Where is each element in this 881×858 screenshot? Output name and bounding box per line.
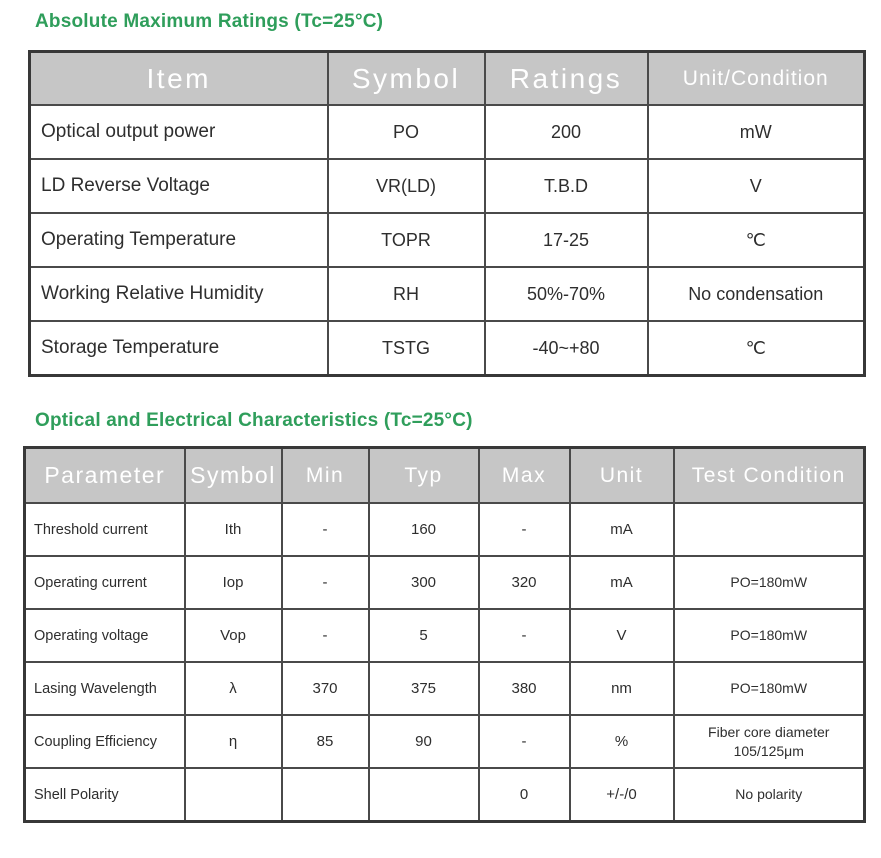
table-row: Operating current Iop -300 320 mA PO=180mW: [23, 555, 866, 610]
cell-min-operating-current: -: [280, 555, 370, 610]
column-header-unit: Unit: [568, 446, 675, 504]
cell-unit-condition-working-relative-humidity: No condensation: [646, 266, 866, 322]
cell-typ-operating-current: 300: [367, 555, 480, 610]
absolute-maximum-ratings-table: Item Symbol Ratings Unit/Condition Optical o…: [28, 50, 866, 377]
header-row: Parameter Symbol Min Typ Max Unit Test Conditi…: [23, 446, 866, 504]
cell-item-working-relative-humidity: Working Relative Humidity: [28, 266, 329, 322]
cell-test-condition-operating-current: PO=180mW: [672, 555, 866, 610]
cell-ratings-ld-reverse-voltage: T.B.D: [483, 158, 649, 214]
cell-max-threshold-current: -: [477, 502, 571, 557]
cell-parameter-threshold-current: Threshold current: [23, 502, 186, 557]
table-row: Storage Temperature TSTG -40~+80 ℃: [28, 320, 866, 377]
cell-ratings-working-relative-humidity: 50%-70%: [483, 266, 649, 322]
cell-typ-shell-polarity: [367, 767, 480, 823]
cell-max-coupling-efficiency: -: [477, 714, 571, 769]
cell-parameter-operating-current: Operating current: [23, 555, 186, 610]
table-row: Coupling Efficiency η 85 90-% Fiber core dia…: [23, 714, 866, 769]
cell-max-lasing-wavelength: 380: [477, 661, 571, 716]
cell-symbol-shell-polarity: [183, 767, 283, 823]
table-row: Lasing Wavelength λ 370 375 380 nm PO=180mW: [23, 661, 866, 716]
cell-typ-operating-voltage: 5: [367, 608, 480, 663]
column-header-ratings: Ratings: [483, 50, 649, 106]
table-row: Shell Polarity 0 +/-/0 No polarity: [23, 767, 866, 823]
cell-symbol-optical-output-power: PO: [326, 104, 486, 160]
column-header-test-condition: Test Condition: [672, 446, 866, 504]
cell-typ-coupling-efficiency: 90: [367, 714, 480, 769]
cell-max-operating-current: 320: [477, 555, 571, 610]
cell-min-threshold-current: -: [280, 502, 370, 557]
cell-symbol-operating-current: Iop: [183, 555, 283, 610]
cell-symbol-operating-temperature: TOPR: [326, 212, 486, 268]
cell-ratings-optical-output-power: 200: [483, 104, 649, 160]
cell-unit-condition-optical-output-power: mW: [646, 104, 866, 160]
cell-test-condition-coupling-efficiency: Fiber core diameter 105/125μm: [672, 714, 866, 769]
header-row: Item Symbol Ratings Unit/Condition: [28, 50, 866, 106]
table-row: Threshold current Ith -160- mA: [23, 502, 866, 557]
optical-electrical-characteristics-title: Optical and Electrical Characteristics (…: [35, 410, 473, 431]
cell-test-condition-lasing-wavelength: PO=180mW: [672, 661, 866, 716]
cell-symbol-coupling-efficiency: η: [183, 714, 283, 769]
table-row: Operating Temperature TOPR 17-25 ℃: [28, 212, 866, 268]
cell-unit-operating-current: mA: [568, 555, 675, 610]
cell-unit-shell-polarity: +/-/0: [568, 767, 675, 823]
cell-max-operating-voltage: -: [477, 608, 571, 663]
column-header-unit-condition: Unit/Condition: [646, 50, 866, 106]
cell-min-coupling-efficiency: 85: [280, 714, 370, 769]
cell-min-shell-polarity: [280, 767, 370, 823]
cell-parameter-coupling-efficiency: Coupling Efficiency: [23, 714, 186, 769]
cell-item-optical-output-power: Optical output power: [28, 104, 329, 160]
column-header-typ: Typ: [367, 446, 480, 504]
cell-parameter-operating-voltage: Operating voltage: [23, 608, 186, 663]
table-row: Working Relative Humidity RH 50%-70% No con…: [28, 266, 866, 322]
cell-typ-threshold-current: 160: [367, 502, 480, 557]
cell-unit-condition-operating-temperature: ℃: [646, 212, 866, 268]
cell-ratings-operating-temperature: 17-25: [483, 212, 649, 268]
cell-symbol-operating-voltage: Vop: [183, 608, 283, 663]
cell-unit-operating-voltage: V: [568, 608, 675, 663]
column-header-parameter: Parameter: [23, 446, 186, 504]
cell-symbol-storage-temperature: TSTG: [326, 320, 486, 377]
cell-unit-coupling-efficiency: %: [568, 714, 675, 769]
cell-symbol-lasing-wavelength: λ: [183, 661, 283, 716]
cell-ratings-storage-temperature: -40~+80: [483, 320, 649, 377]
cell-item-ld-reverse-voltage: LD Reverse Voltage: [28, 158, 329, 214]
cell-unit-threshold-current: mA: [568, 502, 675, 557]
cell-unit-condition-ld-reverse-voltage: V: [646, 158, 866, 214]
table-row: LD Reverse Voltage VR(LD) T.B.D V: [28, 158, 866, 214]
column-header-symbol: Symbol: [183, 446, 283, 504]
cell-item-storage-temperature: Storage Temperature: [28, 320, 329, 377]
cell-min-operating-voltage: -: [280, 608, 370, 663]
absolute-maximum-ratings-title: Absolute Maximum Ratings (Tc=25°C): [35, 11, 384, 32]
table-row: Operating voltage Vop -5- V PO=180mW: [23, 608, 866, 663]
cell-typ-lasing-wavelength: 375: [367, 661, 480, 716]
column-header-symbol: Symbol: [326, 50, 486, 106]
column-header-min: Min: [280, 446, 370, 504]
cell-parameter-shell-polarity: Shell Polarity: [23, 767, 186, 823]
optical-electrical-characteristics-table: Parameter Symbol Min Typ Max Unit Test Conditi…: [23, 446, 866, 823]
cell-item-operating-temperature: Operating Temperature: [28, 212, 329, 268]
cell-min-lasing-wavelength: 370: [280, 661, 370, 716]
table-row: Optical output power PO 200 mW: [28, 104, 866, 160]
cell-parameter-lasing-wavelength: Lasing Wavelength: [23, 661, 186, 716]
cell-test-condition-threshold-current: [672, 502, 866, 557]
cell-unit-lasing-wavelength: nm: [568, 661, 675, 716]
cell-symbol-threshold-current: Ith: [183, 502, 283, 557]
cell-test-condition-operating-voltage: PO=180mW: [672, 608, 866, 663]
column-header-max: Max: [477, 446, 571, 504]
cell-test-condition-shell-polarity: No polarity: [672, 767, 866, 823]
cell-unit-condition-storage-temperature: ℃: [646, 320, 866, 377]
cell-symbol-ld-reverse-voltage: VR(LD): [326, 158, 486, 214]
cell-max-shell-polarity: 0: [477, 767, 571, 823]
column-header-item: Item: [28, 50, 329, 106]
cell-symbol-working-relative-humidity: RH: [326, 266, 486, 322]
